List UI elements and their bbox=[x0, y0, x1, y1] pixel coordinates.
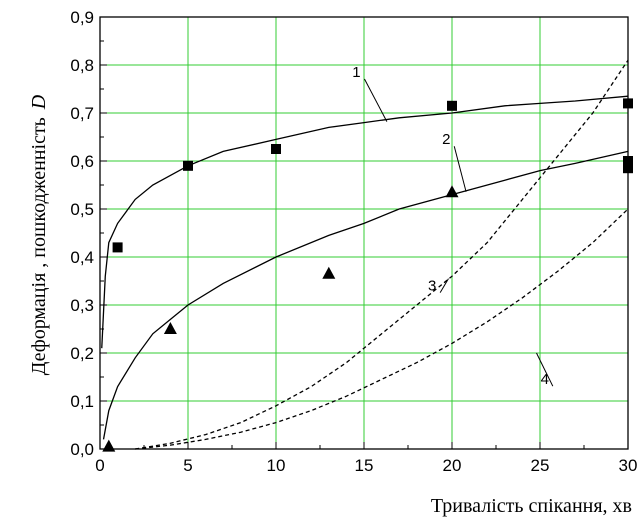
data-point-triangle bbox=[163, 322, 177, 334]
markers bbox=[102, 98, 633, 452]
curve-label-2: 2 bbox=[442, 131, 450, 148]
curve-label-leader bbox=[536, 352, 554, 387]
x-tick-label: 15 bbox=[355, 456, 374, 475]
y-tick-label: 0,9 bbox=[70, 8, 94, 27]
x-tick-label: 25 bbox=[531, 456, 550, 475]
plot-frame bbox=[99, 16, 629, 450]
curve-label-4: 4 bbox=[541, 371, 549, 388]
data-point-square bbox=[112, 242, 123, 253]
curves bbox=[101, 59, 629, 450]
data-point-square bbox=[447, 100, 457, 111]
data-point-triangle bbox=[322, 266, 336, 279]
data-point-triangle bbox=[445, 185, 459, 198]
curve-1 bbox=[101, 95, 629, 349]
y-tick-label: 0,6 bbox=[70, 152, 94, 171]
curve-3 bbox=[135, 59, 629, 450]
x-tick-label: 5 bbox=[183, 456, 192, 475]
x-axis-title: Тривалість спікання, хв bbox=[431, 495, 632, 517]
y-tick-label: 0,0 bbox=[70, 440, 94, 459]
y-axis-symbol: D bbox=[28, 94, 50, 110]
curve-label-3: 3 bbox=[428, 278, 436, 295]
curve-2 bbox=[102, 150, 629, 440]
curve-label-1: 1 bbox=[352, 64, 360, 81]
curve-label-leader bbox=[453, 146, 467, 192]
x-tick-label: 0 bbox=[95, 456, 104, 475]
x-tick-label: 20 bbox=[443, 456, 462, 475]
y-axis-title-text: Деформація , пошкодженність bbox=[28, 117, 50, 375]
curve-label-leader bbox=[439, 278, 449, 293]
data-point-triangle bbox=[102, 439, 116, 452]
curve-label-leader bbox=[364, 78, 388, 122]
curve-4 bbox=[135, 208, 629, 450]
y-axis-title: Деформація , пошкодженність D bbox=[28, 94, 50, 375]
data-point-square bbox=[271, 144, 281, 154]
y-tick-label: 0,4 bbox=[70, 248, 94, 267]
y-tick-label: 0,3 bbox=[70, 296, 94, 315]
data-point-square bbox=[183, 160, 193, 171]
y-tick-label: 0,1 bbox=[70, 392, 94, 411]
curve-labels: 1 2 3 4 bbox=[352, 64, 554, 388]
y-tick-label: 0,8 bbox=[70, 56, 94, 75]
ticks: 0 5 10 15 20 25 30 0,0 0,1 0,2 0,3 0,4 0,5 0,6 0,7 0,8 0… bbox=[70, 8, 637, 475]
y-tick-label: 0,7 bbox=[70, 104, 94, 123]
x-tick-label: 30 bbox=[619, 456, 638, 475]
x-tick-label: 10 bbox=[267, 456, 286, 475]
y-tick-label: 0,5 bbox=[70, 200, 94, 219]
y-tick-label: 0,2 bbox=[70, 344, 94, 363]
